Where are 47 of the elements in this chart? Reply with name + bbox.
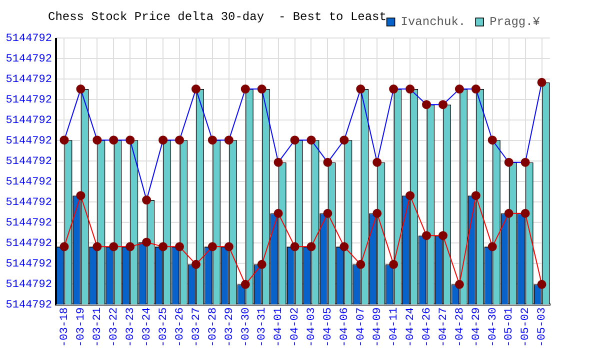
- text: 5144792: [6, 53, 52, 66]
- x-tick-label: -04-01: [273, 307, 286, 348]
- text: 5144792: [6, 278, 52, 291]
- x-tick-label: -04-06: [339, 307, 352, 348]
- x-tick-label: -05-01: [504, 307, 516, 348]
- text: 5144792: [6, 196, 52, 209]
- x-tick-label: -04-29: [470, 307, 483, 348]
- x-tick-label: -04-03: [306, 307, 318, 348]
- x-tick-label: -03-25: [158, 307, 170, 348]
- x-tick-label: -03-31: [256, 307, 269, 348]
- text: 5144792: [6, 114, 52, 127]
- x-tick-label: -04-28: [454, 307, 466, 348]
- x-tick-label: -04-05: [322, 307, 335, 348]
- text: 5144792: [6, 299, 52, 312]
- x-tick-label: -03-22: [108, 307, 121, 348]
- x-tick-label: -04-07: [356, 307, 368, 348]
- x-tick-label: -04-26: [421, 307, 434, 348]
- text: 5144792: [6, 32, 52, 45]
- chart-title: Chess Stock Price delta 30-day - Best to Least: [48, 10, 386, 24]
- x-tick-label: -03-27: [190, 307, 203, 348]
- x-tick-label: -04-09: [372, 307, 384, 348]
- legend-label: Pragg.¥: [490, 15, 540, 30]
- x-tick-label: -03-19: [76, 307, 88, 348]
- legend-label: Ivanchuk.: [400, 15, 466, 30]
- text: 5144792: [6, 74, 52, 86]
- text: 5144792: [6, 258, 52, 270]
- x-tick-label: -03-30: [240, 307, 252, 348]
- x-tick-label: -05-02: [520, 307, 532, 348]
- x-tick-label: -03-29: [224, 307, 236, 348]
- text: 5144792: [6, 135, 52, 148]
- x-tick-label: -03-26: [174, 307, 186, 348]
- x-tick-label: -05-03: [536, 307, 549, 348]
- x-tick-label: -03-24: [141, 307, 154, 348]
- x-tick-label: -03-21: [92, 307, 104, 348]
- x-tick-label: -03-18: [59, 307, 72, 348]
- text: 5144792: [6, 176, 52, 188]
- x-tick-label: -03-28: [207, 307, 220, 348]
- x-tick-label: -04-11: [388, 307, 400, 348]
- x-tick-label: -04-27: [438, 307, 450, 348]
- text: 5144792: [6, 238, 52, 250]
- x-tick-label: -04-30: [487, 307, 500, 348]
- text: 5144792: [6, 156, 52, 168]
- x-tick-label: -04-02: [290, 307, 302, 348]
- x-tick-label: -03-23: [125, 307, 138, 348]
- x-tick-label: -04-24: [404, 307, 417, 348]
- text: 5144792: [6, 217, 52, 230]
- text: 5144792: [6, 94, 52, 106]
